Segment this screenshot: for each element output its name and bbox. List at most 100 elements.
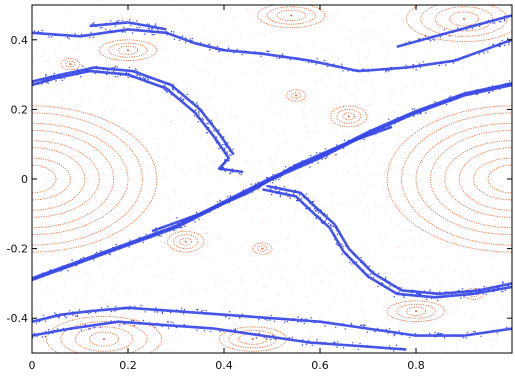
island-center [347,115,350,118]
sea-point [262,84,264,86]
sea-point [251,340,253,342]
sea-point [343,260,344,262]
sea-point [273,163,275,165]
sea-point [409,230,411,231]
sea-point [83,241,85,243]
sea-point [445,289,447,290]
chaotic_upper_separatrix-point [146,77,148,79]
sea-point [131,311,133,313]
sea-point [174,164,176,165]
sea-point [162,303,164,305]
chaotic_upper_separatrix-point [47,80,49,83]
chaotic_upper_separatrix-point [129,19,131,21]
chaotic_lower_separatrix-point [416,295,418,298]
sea-point [474,104,476,106]
sea-point [280,279,282,281]
chaotic_lower_separatrix-point [316,339,318,341]
chaotic_lower_separatrix-point [63,330,66,332]
sea-point [172,99,174,101]
sea-point [112,283,114,284]
chaotic_lower_separatrix-point [415,292,418,295]
sea-point [146,28,148,30]
chaotic_lower_separatrix-point [486,331,489,334]
sea-point [168,320,170,322]
sea-point [325,231,327,232]
sea-point [301,350,303,352]
sea-point [497,299,499,301]
chaotic_lower_separatrix-point [255,337,257,339]
sea-point [444,89,446,91]
sea-point [461,274,463,276]
sea-point [375,286,377,288]
sea-point [422,319,424,320]
chaotic_diagonal_band-point [217,207,219,209]
chaotic_upper_separatrix-point [182,35,184,37]
chaotic_lower_separatrix-point [305,318,307,320]
chaotic_upper_separatrix-point [371,69,373,72]
sea-point [481,236,483,238]
sea-point [128,31,130,33]
sea-point [303,109,305,111]
chaotic_lower_separatrix-point [377,281,379,283]
chaotic_lower_separatrix-point [356,261,358,263]
sea-point [390,102,391,104]
chaotic_upper_separatrix-point [224,158,226,161]
island-orbit [342,112,356,121]
chaotic_upper_separatrix-point [89,67,91,69]
chaotic_upper_separatrix-point [216,45,219,48]
chaotic_lower_separatrix-point [437,332,440,334]
sea-point [157,342,158,344]
sea-point [452,312,454,314]
sea-point [296,263,298,265]
chaotic_diagonal_band-point [155,230,157,232]
chaotic_lower_separatrix-point [388,345,391,347]
sea-point [412,255,414,257]
chaotic_lower_separatrix-point [301,318,303,320]
chaotic_upper_separatrix-point [133,70,136,72]
sea-point [377,298,378,300]
chaotic_upper_separatrix-point [92,23,94,25]
sea-point [419,8,421,10]
sea-point [359,243,361,245]
sea-point [437,123,439,125]
sea-point [352,94,354,96]
sea-point [497,201,499,203]
chaotic_lower_separatrix-point [314,210,317,212]
sea-point [386,196,388,198]
sea-point [146,171,148,173]
chaotic_lower_separatrix-point [273,320,276,322]
sea-point [305,100,307,101]
chaotic_lower_separatrix-point [366,267,368,269]
chaotic-sea-layer [32,5,512,353]
chaotic_upper_separatrix-point [39,32,42,34]
sea-point [99,6,101,7]
chaotic_upper_separatrix-point [109,31,111,33]
chaotic_lower_separatrix-point [309,208,311,210]
chaotic_upper_separatrix-point [492,44,494,46]
chaotic_lower_separatrix-point [228,317,230,320]
chaotic_upper_separatrix-point [412,65,415,67]
chaotic_diagonal_band-point [346,144,348,146]
chaotic_lower_separatrix-point [419,293,421,296]
chaotic_lower_separatrix-point [270,190,273,192]
chaotic_lower_separatrix-point [279,195,281,198]
sea-point [305,131,307,133]
sea-point [492,281,494,283]
chaotic_upper_separatrix-point [95,66,98,68]
sea-point [397,272,399,274]
chaotic_diagonal_band-point [277,176,279,178]
sea-point [86,272,88,274]
sea-point [411,128,413,130]
sea-point [442,299,444,301]
sea-point [246,160,248,162]
sea-point [259,49,261,51]
sea-point [38,156,40,158]
chaotic_lower_separatrix-point [365,273,367,275]
chaotic_lower_separatrix-point [487,289,490,291]
chaotic_lower_separatrix-point [475,288,477,290]
chaotic_diagonal_band-point [254,183,256,185]
chaotic_lower_separatrix-point [427,296,429,298]
island-orbit [405,5,512,42]
sea-point [494,219,496,221]
sea-point [211,106,213,108]
